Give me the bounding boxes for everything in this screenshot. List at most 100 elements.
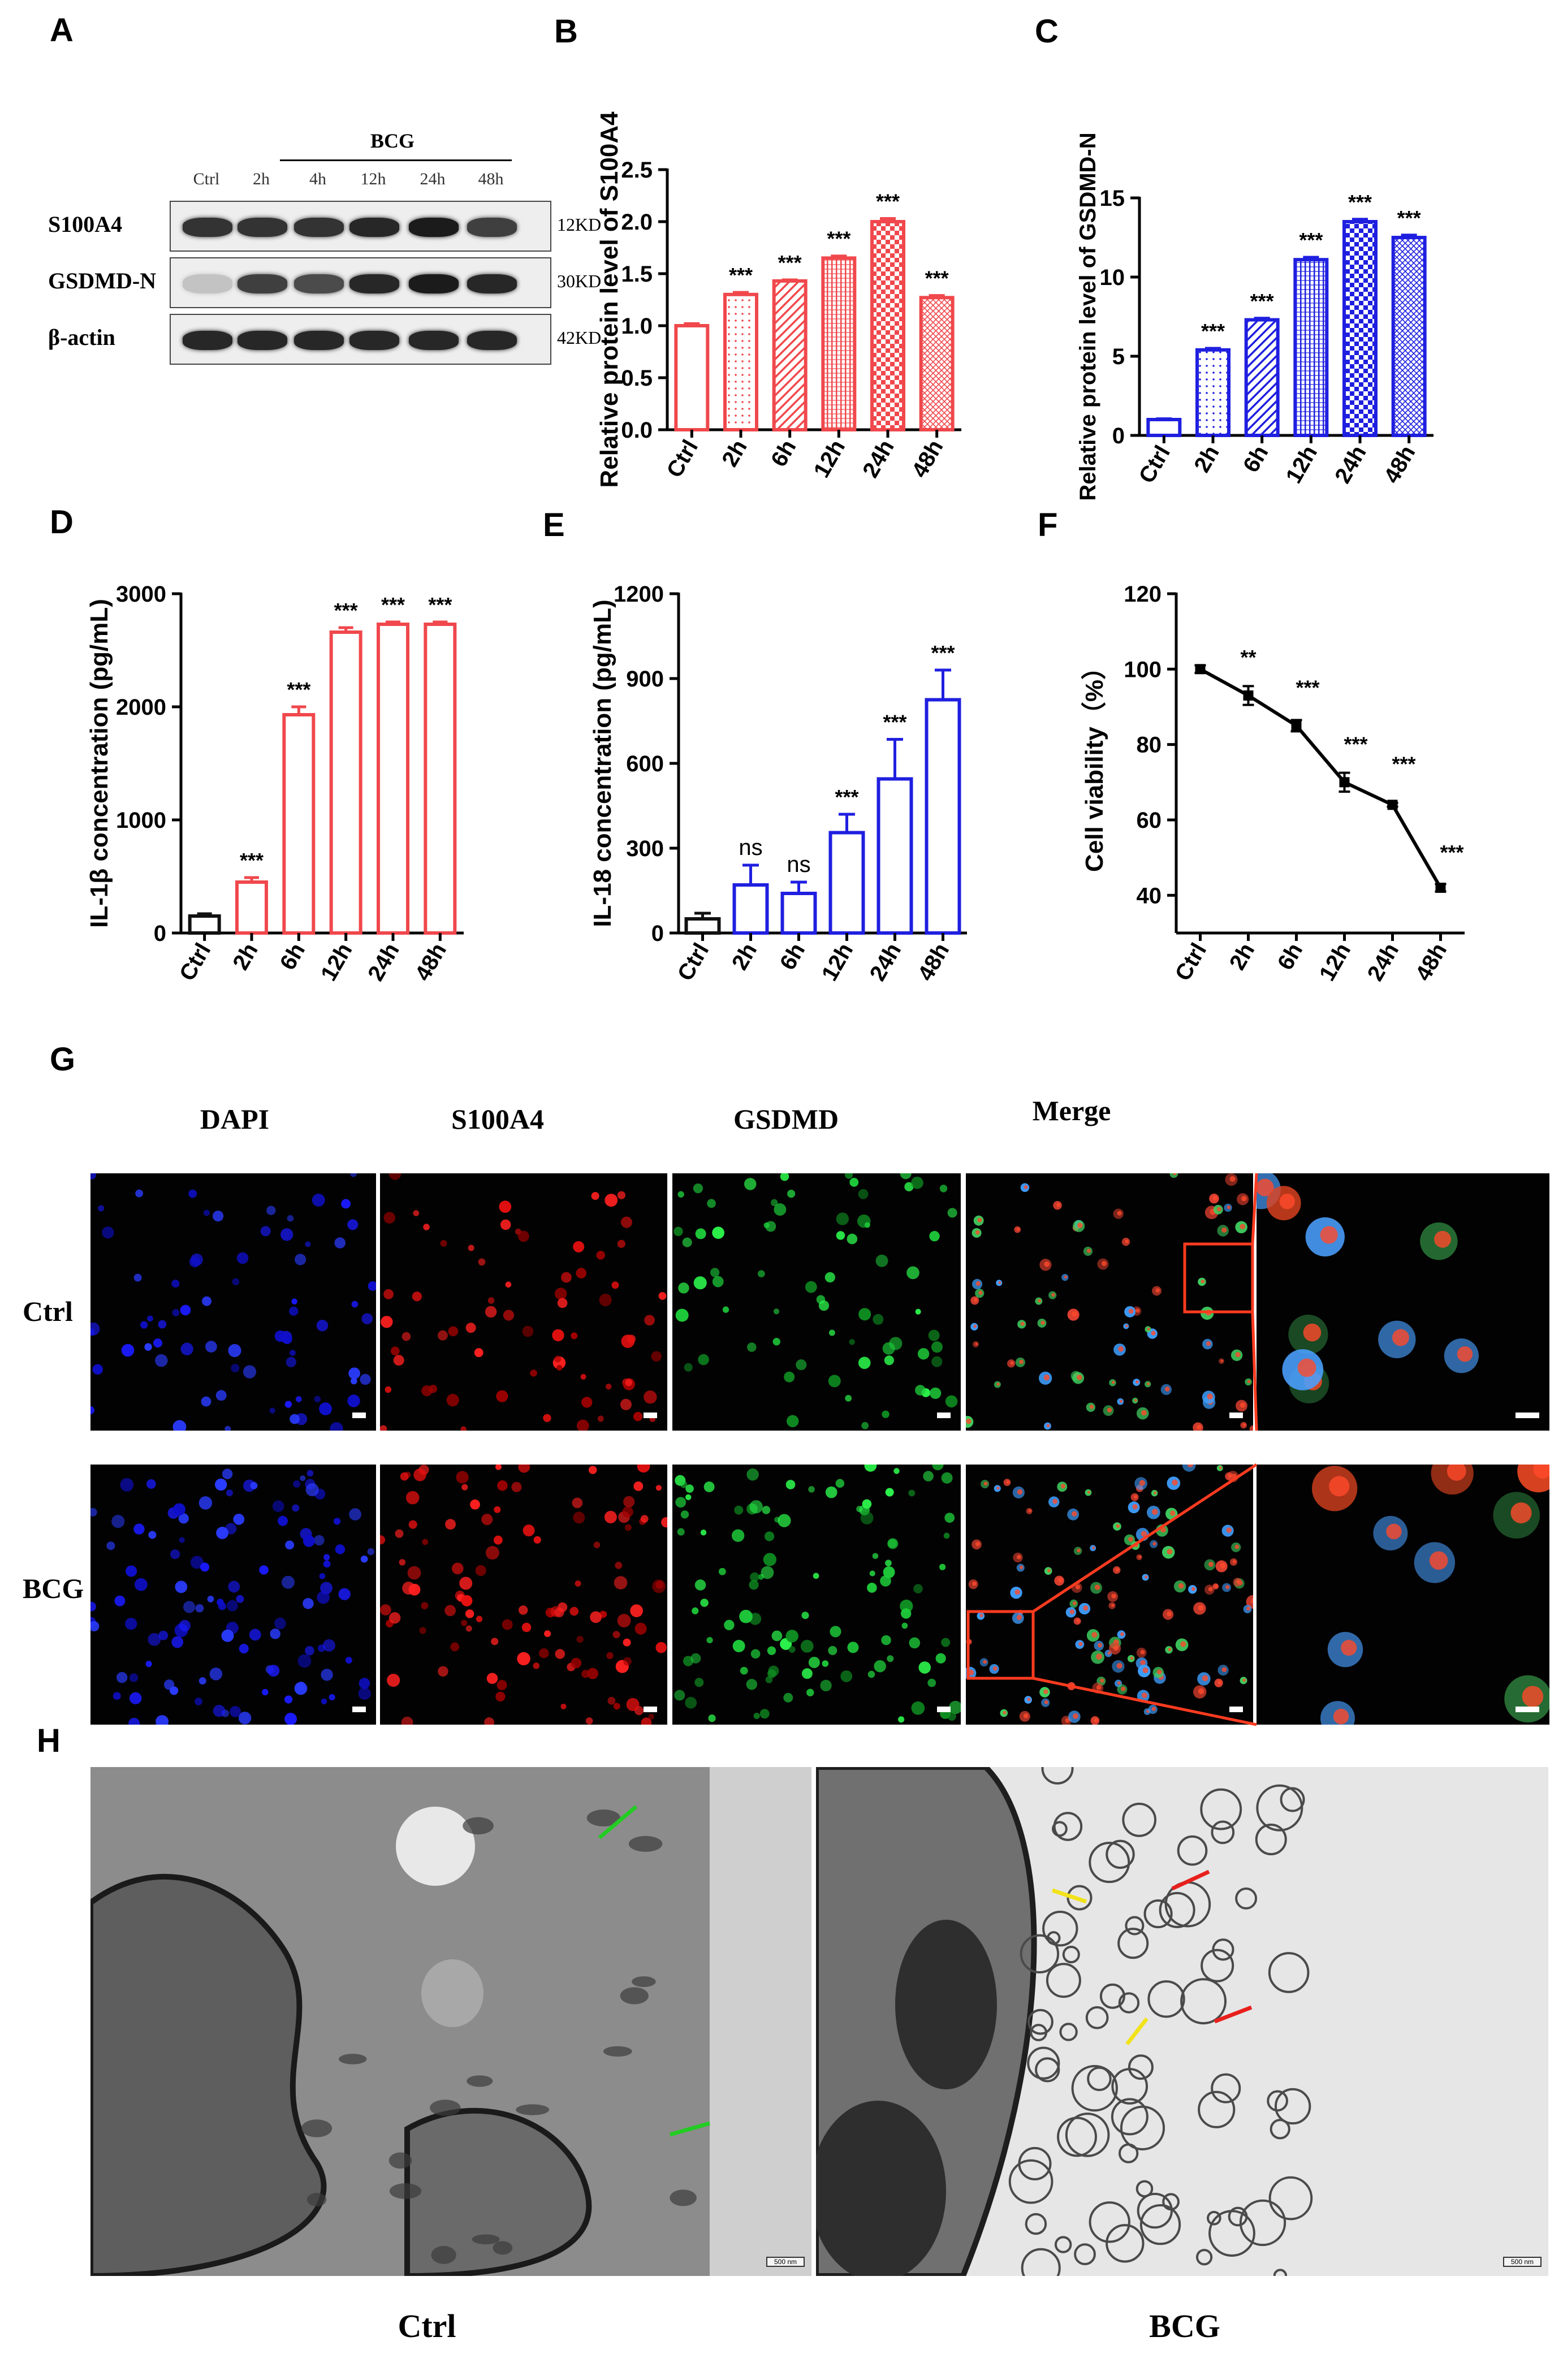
cell-dot [633,1411,643,1422]
cell-dot [929,1230,940,1242]
cell-dot [858,1357,871,1370]
cell-dot [156,1715,169,1725]
cell-dot [322,1639,335,1652]
cell-nucleus-dot [1044,1261,1050,1267]
significance-label: *** [835,785,858,809]
cell-dot [135,1189,144,1198]
cell-dot [585,1717,593,1725]
cell-dot [555,1288,567,1300]
em-vesicle [1053,1812,1083,1841]
cell-dot [901,1622,908,1629]
micrograph-tile [380,1465,667,1725]
lane-label: 2h [253,170,270,188]
cell-nucleus-dot [1142,1667,1148,1673]
cell-dot [523,1524,535,1537]
cell-dot [238,1712,252,1725]
cell-nucleus-dot [1128,1536,1133,1542]
cell-dot [862,1499,872,1509]
cell-nucleus-dot [1252,1427,1253,1431]
cell-dot [750,1572,759,1582]
cell-nucleus-dot [1240,1224,1246,1230]
cell-dot [180,1342,193,1355]
cell-dot [685,1494,692,1501]
cell-dot [330,1422,343,1431]
em-vacuole [396,1807,475,1886]
cell-dot [732,1639,745,1652]
em-vesicle [1067,1885,1093,1911]
cell-dot [575,1580,581,1587]
em-scale-bar: 500 nm [766,2257,805,2267]
y-tick-label: 2.5 [621,158,653,183]
scale-bar [644,1413,657,1418]
cell-dot [236,1252,249,1264]
cell-dot [338,1588,351,1600]
blot-strip [170,201,551,252]
cell-nucleus-dot [1303,1323,1322,1342]
em-vesicle [1255,1824,1287,1856]
cell-dot [494,1506,501,1513]
cell-dot [305,1483,319,1497]
cell-nucleus-dot [1226,1527,1232,1533]
cell-dot [593,1541,601,1548]
cell-dot [581,1397,593,1408]
lane-label: 48h [478,170,504,188]
cell-dot [335,1544,346,1554]
cell-nucleus-dot [1003,1711,1007,1714]
cell-nucleus-dot [972,1582,977,1586]
cell-dot [323,1560,331,1568]
cell-dot [401,1716,413,1725]
em-mitochondrion [586,1809,621,1827]
micrograph-tile [672,1173,961,1431]
y-tick-label: 10 [1100,265,1125,290]
em-scale-bar: 500 nm [1503,2257,1542,2267]
cell-dot [300,1475,306,1481]
cell-dot [90,1173,96,1180]
cell-dot [764,1531,775,1541]
cell-nucleus-dot [1145,1575,1148,1579]
cell-dot [703,1481,715,1492]
cell-dot [269,1407,275,1414]
cell-nucleus-dot [1077,1548,1081,1553]
em-vesicle [1087,2066,1112,2092]
em-vesicle [1273,2269,1288,2276]
cell-dot [624,1524,632,1531]
cell-dot [413,1210,420,1216]
cell-nucleus-dot [1061,1484,1066,1489]
cell-nucleus-dot [1139,1480,1146,1486]
cell-dot [228,1580,240,1593]
cell-dot [692,1607,699,1614]
cell-dot [289,1306,299,1316]
cell-dot [195,1697,202,1706]
cell-dot [444,1605,456,1617]
cell-nucleus-dot [1116,1662,1122,1669]
cell-dot [260,1226,271,1237]
cell-dot [383,1289,394,1299]
em-vesicle [1235,1887,1258,1910]
cell-nucleus-dot [1133,1494,1138,1499]
em-vesicle [1201,1949,1234,1982]
y-tick-label: 300 [626,836,664,861]
panel-label-g: G [50,1041,76,1078]
em-vesicle [1280,1787,1305,1812]
cell-dot [750,1649,761,1659]
cell-nucleus-dot [1017,1489,1023,1495]
cell-dot [694,1579,706,1591]
cell-nucleus-dot [978,1290,983,1295]
channel-label-s100a4: S100A4 [451,1103,544,1135]
em-vesicle [1047,1931,1061,1945]
cell-nucleus-dot [1172,1479,1178,1486]
cell-dot [393,1355,404,1366]
cell-dot [173,1503,185,1516]
micrograph-tile [90,1465,376,1725]
cell-dot [746,1468,759,1481]
cell-nucleus-dot [1057,1578,1063,1583]
cell-dot [350,1377,357,1385]
cell-dot [461,1595,473,1606]
cell-dot [746,1679,758,1690]
micrograph-cells [380,1173,667,1431]
cell-dot [290,1350,296,1356]
y-tick-label: 5 [1112,344,1125,369]
cell-dot [882,1410,890,1418]
cell-nucleus-dot [1119,1400,1123,1403]
cell-dot [555,1649,565,1659]
